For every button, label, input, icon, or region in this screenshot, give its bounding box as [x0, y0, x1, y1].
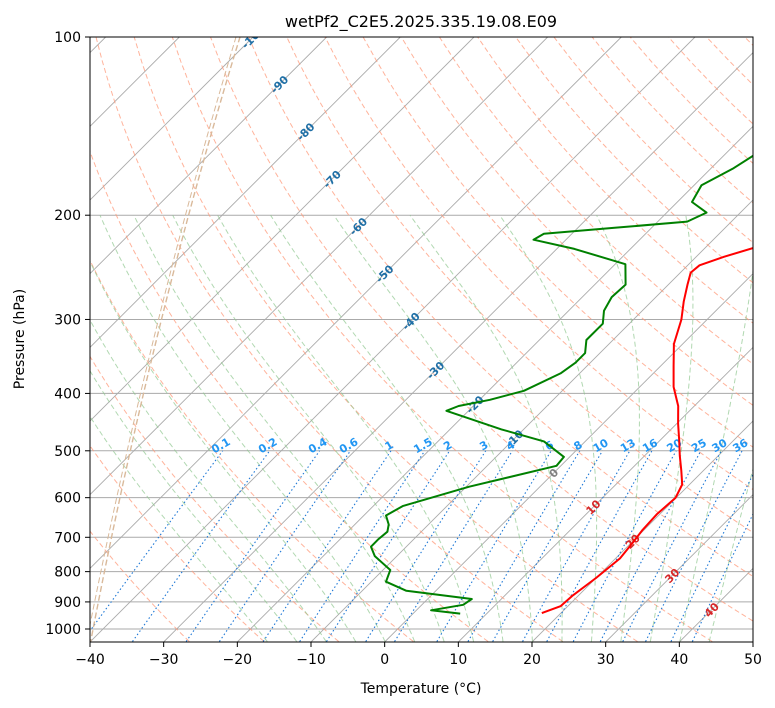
- x-tick-label: 30: [597, 652, 615, 668]
- mixing-ratio-line: [185, 450, 321, 642]
- x-tick-label: −30: [149, 652, 179, 668]
- dry-adiabat-line: [171, 37, 713, 642]
- moist-adiabat-line: [270, 214, 504, 642]
- y-axis-label: Pressure (hPa): [12, 289, 28, 389]
- isotherm-line: [384, 273, 753, 642]
- moist-adiabat-line: [409, 214, 563, 642]
- profile-series: [370, 154, 753, 615]
- isotherm-line: [90, 37, 475, 422]
- moist-adiabat-line: [90, 260, 357, 642]
- mixing-ratio-lines: [90, 450, 753, 642]
- dry-adiabat-line: [210, 37, 753, 622]
- mixing-ratio-line: [522, 450, 631, 642]
- y-tick-label: 700: [54, 530, 81, 546]
- dry-adiabat-line: [248, 37, 753, 578]
- dry-adiabat-line: [90, 259, 414, 642]
- mixing-ratio-line: [670, 473, 753, 642]
- y-tick-label: 400: [54, 386, 81, 402]
- mixing-ratio-line: [262, 450, 392, 642]
- moist-adiabat-line: [649, 215, 694, 642]
- isotherm-line: [90, 37, 548, 496]
- dry-adiabat-line: [90, 444, 265, 642]
- x-axis: −40 −30 −20 −10 0 10 20 30 40 50: [75, 642, 762, 668]
- dry-adiabat-line: [515, 37, 753, 284]
- dry-adiabat-lines: [90, 37, 753, 642]
- mixing-ratio-line: [299, 450, 426, 642]
- y-tick-label: 100: [54, 30, 81, 46]
- curved-guide-line: [90, 37, 237, 628]
- x-tick-label: 0: [380, 652, 389, 668]
- isotherm-line: [90, 37, 622, 569]
- moist-adiabat-line: [133, 214, 416, 642]
- isotherm-line: [237, 125, 753, 642]
- x-tick-label: 40: [670, 652, 688, 668]
- curved-guide-lines: [90, 37, 241, 642]
- y-axis: 100 200 300 400 500 600 700 800 900 1000: [45, 30, 90, 638]
- pressure-gridlines: [90, 37, 753, 630]
- dewpoint-profile-line: [370, 154, 753, 615]
- dry-adiabat-line: [90, 530, 190, 642]
- moist-adiabat-line: [708, 466, 753, 642]
- plot-area: [90, 37, 753, 642]
- dry-adiabat-line: [90, 355, 340, 642]
- isotherm-line: [605, 494, 753, 642]
- temperature-profile-line: [541, 247, 753, 615]
- mixing-ratio-line: [132, 450, 271, 642]
- x-tick-label: −20: [223, 652, 253, 668]
- x-tick-label: 10: [449, 652, 467, 668]
- mixing-ratio-line: [645, 450, 743, 642]
- x-tick-label: −10: [296, 652, 326, 668]
- dry-adiabat-line: [90, 149, 489, 642]
- dry-adiabat-line: [95, 37, 564, 642]
- curved-guide-line: [90, 37, 241, 642]
- dry-adiabat-line: [324, 37, 753, 491]
- isotherm-line: [90, 37, 401, 348]
- isotherm-line: [90, 37, 254, 201]
- dry-adiabat-line: [438, 37, 753, 365]
- moist-adiabat-line: [596, 214, 641, 642]
- mixing-ratio-line: [546, 450, 653, 642]
- x-tick-label: 50: [744, 652, 762, 668]
- y-tick-label: 1000: [45, 622, 81, 638]
- mixing-ratio-line: [394, 450, 513, 642]
- dry-adiabat-line: [133, 37, 638, 642]
- mixing-ratio-line: [90, 450, 224, 632]
- chart-title: wetPf2_C2E5.2025.335.19.08.E09: [285, 12, 557, 32]
- moist-adiabat-line: [499, 214, 598, 642]
- y-tick-label: 300: [54, 312, 81, 328]
- moist-adiabat-line: [90, 318, 327, 642]
- x-axis-label: Temperature (°C): [360, 681, 482, 697]
- dry-adiabat-line: [400, 37, 753, 406]
- y-tick-label: 600: [54, 491, 81, 507]
- moist-adiabat-line: [90, 369, 298, 642]
- isotherm-line: [310, 199, 753, 642]
- mixing-ratio-line: [218, 450, 351, 642]
- moist-adiabat-line: [172, 214, 445, 642]
- mixing-ratio-line: [326, 450, 451, 642]
- y-tick-label: 200: [54, 208, 81, 224]
- x-tick-label: 20: [523, 652, 541, 668]
- moist-adiabat-line: [679, 266, 753, 642]
- isotherm-line: [163, 52, 753, 642]
- x-tick-label: −40: [75, 652, 105, 668]
- y-tick-label: 800: [54, 565, 81, 581]
- y-tick-label: 900: [54, 595, 81, 611]
- isotherm-line: [90, 37, 327, 275]
- plot-frame: [89, 36, 754, 643]
- y-tick-label: 500: [54, 444, 81, 460]
- isotherm-line: [90, 37, 696, 642]
- moist-adiabat-lines: [90, 214, 753, 642]
- moist-adiabat-line: [99, 214, 386, 642]
- moist-adiabat-line: [90, 415, 268, 642]
